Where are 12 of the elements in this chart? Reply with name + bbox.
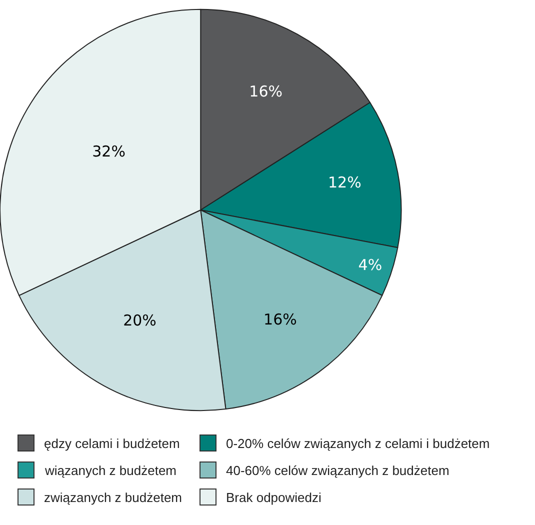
data-label: 16% [264,310,297,329]
legend-label: ędzy celami i budżetem [44,436,180,451]
legend-label: 0-20% celów związanych z celami i budżetem [226,436,490,451]
data-label: 32% [92,142,126,161]
data-label: 4% [358,256,382,274]
data-label: 12% [328,174,362,192]
legend-label: 40-60% celów związanych z budżetem [226,463,450,478]
legend-label: wiązanych z budżetem [44,463,177,478]
data-label: 20% [123,312,156,330]
legend-label: Brak odpowiedzi [226,490,322,505]
data-label: 16% [249,82,283,100]
legend-label: związanych z budżetem [44,490,182,505]
